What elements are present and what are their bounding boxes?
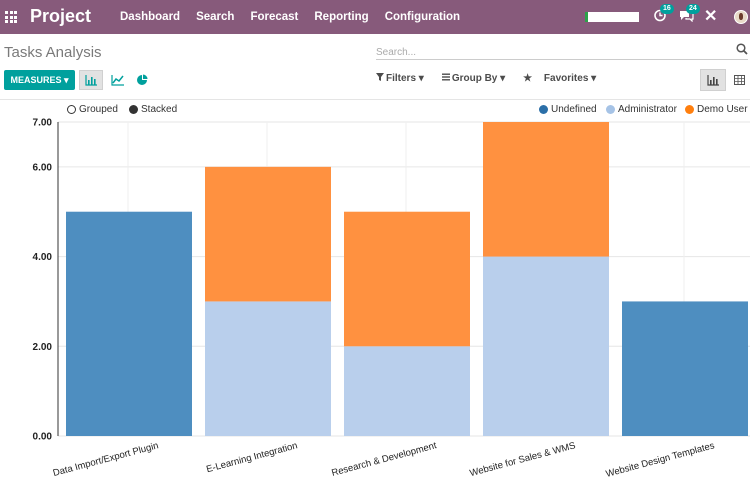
- x-tick-label: Website Design Templates: [605, 440, 716, 480]
- bar-chart-icon: [707, 74, 719, 86]
- progress-bar: [585, 12, 639, 22]
- menu-configuration[interactable]: Configuration: [384, 11, 461, 23]
- control-panel: Tasks Analysis MEASURES ▾ Filters ▾ Grou…: [0, 34, 750, 100]
- bar-segment[interactable]: [66, 211, 192, 436]
- activity-icon[interactable]: 16: [652, 4, 674, 26]
- x-tick-label: E-Learning Integration: [205, 440, 299, 475]
- legend-administrator[interactable]: Administrator: [606, 104, 677, 115]
- search-input[interactable]: [376, 44, 716, 61]
- menu-forecast[interactable]: Forecast: [250, 11, 299, 23]
- y-tick-label: 0.00: [33, 432, 53, 443]
- legend-demo-user[interactable]: Demo User: [685, 104, 748, 115]
- top-navbar: Project Dashboard Search Forecast Report…: [0, 0, 750, 34]
- bar-segment[interactable]: [344, 346, 470, 436]
- bar-chart-mode-button[interactable]: [79, 70, 103, 90]
- legend-label: Undefined: [551, 104, 597, 115]
- app-brand[interactable]: Project: [30, 6, 92, 26]
- bar-segment[interactable]: [205, 301, 331, 436]
- close-icon[interactable]: ✕: [704, 8, 718, 25]
- bar-segment[interactable]: [622, 301, 748, 436]
- menu-dashboard[interactable]: Dashboard: [120, 11, 181, 23]
- x-tick-label: Website for Sales & WMS: [469, 440, 577, 479]
- bar-segment[interactable]: [483, 122, 609, 257]
- legend-undefined[interactable]: Undefined: [539, 104, 597, 115]
- legend-swatch: [685, 105, 694, 114]
- pie-chart-icon: [137, 74, 148, 85]
- legend-label: Administrator: [618, 104, 677, 115]
- table-icon: [733, 75, 745, 85]
- main-menu: Dashboard Search Forecast Reporting Conf…: [120, 0, 476, 34]
- favorites-dropdown[interactable]: ★ Favorites ▾: [523, 73, 605, 84]
- menu-search[interactable]: Search: [196, 11, 235, 23]
- filters-label: Filters ▾: [386, 73, 424, 84]
- x-tick-label: Data Import/Export Plugin: [52, 440, 160, 479]
- bar-segment[interactable]: [205, 166, 331, 302]
- pivot-view-button[interactable]: [726, 69, 750, 91]
- line-chart-icon: [110, 74, 124, 86]
- stacked-toggle[interactable]: Stacked: [129, 104, 177, 115]
- activity-badge: 16: [660, 4, 674, 14]
- grouped-toggle[interactable]: Grouped: [67, 104, 118, 115]
- bar-chart-icon: [85, 74, 97, 86]
- messages-badge: 24: [686, 4, 700, 14]
- y-tick-label: 7.00: [33, 118, 53, 129]
- search-icon[interactable]: [736, 43, 748, 55]
- stacked-label: Stacked: [141, 104, 178, 115]
- messages-icon[interactable]: 24: [678, 4, 700, 26]
- page-title: Tasks Analysis: [4, 44, 102, 61]
- y-tick-label: 2.00: [33, 342, 53, 353]
- line-chart-mode-button[interactable]: [105, 70, 129, 90]
- chat-icon: [679, 11, 694, 23]
- filter-icon: [376, 73, 384, 81]
- x-tick-label: Research & Development: [330, 440, 438, 479]
- filters-dropdown[interactable]: Filters ▾: [376, 73, 433, 84]
- groupby-dropdown[interactable]: Group By ▾: [441, 73, 514, 84]
- groupby-label: Group By ▾: [451, 73, 506, 84]
- legend-swatch: [606, 105, 615, 114]
- legend-label: Demo User: [697, 104, 748, 115]
- stacked-bar-chart: 0.00 2.00 4.00 6.00 7.00 Data Import/Export …: [33, 118, 750, 480]
- pie-chart-mode-button[interactable]: [130, 70, 154, 90]
- menu-reporting[interactable]: Reporting: [314, 11, 369, 23]
- avatar[interactable]: [734, 10, 748, 24]
- y-tick-label: 6.00: [33, 162, 53, 173]
- y-tick-label: 4.00: [33, 252, 53, 263]
- graph-view-button[interactable]: [700, 69, 726, 91]
- list-icon: [441, 73, 450, 81]
- star-icon: ★: [523, 73, 533, 84]
- grouped-label: Grouped: [79, 104, 118, 115]
- bar-segment[interactable]: [344, 211, 470, 347]
- search-options: Filters ▾ Group By ▾ ★ Favorites ▾: [376, 73, 614, 84]
- favorites-label: Favorites ▾: [543, 73, 597, 84]
- measures-button[interactable]: MEASURES ▾: [4, 70, 75, 90]
- search-bar: [376, 42, 748, 61]
- legend-swatch: [539, 105, 548, 114]
- app-grid-icon[interactable]: [5, 11, 17, 23]
- radio-checked-icon: [129, 105, 138, 114]
- radio-unchecked-icon: [67, 105, 76, 114]
- bar-segment[interactable]: [483, 256, 609, 436]
